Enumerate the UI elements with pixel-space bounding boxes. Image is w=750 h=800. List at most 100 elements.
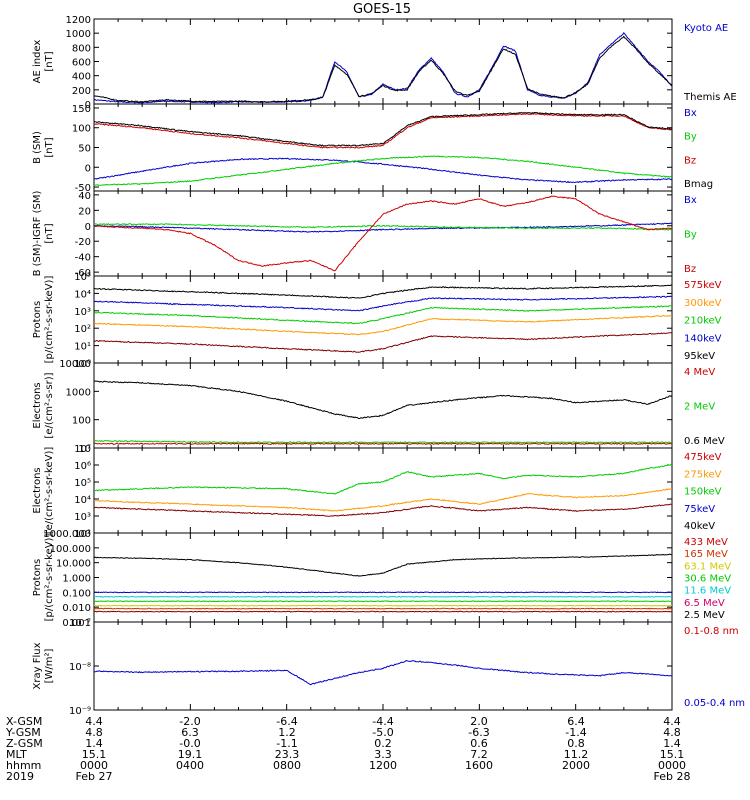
- y-tick-label: 10³: [74, 512, 91, 523]
- series-line-1: [93, 660, 673, 686]
- series-line-1: [93, 380, 673, 420]
- legend-entry: 63.1 MeV: [684, 561, 731, 572]
- series-line-1: [93, 157, 673, 184]
- series-line-2: [93, 222, 673, 231]
- series-line-4: [93, 295, 673, 312]
- panel-frame: [93, 103, 673, 192]
- panel-7: 0.001 0.010 0.100 1.000 10.000 100.000 1000.00…: [32, 529, 731, 629]
- y-tick-label: 10: [78, 444, 91, 455]
- series-line-5: [93, 604, 673, 607]
- y-tick-label: 1000.000: [43, 529, 91, 540]
- y-tick-label: 400: [72, 72, 91, 83]
- footer-value: 11.2: [563, 748, 589, 761]
- footer-value: 1.4: [663, 737, 681, 750]
- series-line-3: [93, 595, 673, 598]
- footer-label: X-GSM: [6, 715, 43, 728]
- panel-frame: [93, 447, 673, 534]
- series-line-3: [93, 113, 673, 149]
- y-tick-label: 10⁴: [74, 289, 91, 300]
- legend-entry: 0.05-0.4 nm: [684, 698, 745, 709]
- footer-value: 23.3: [274, 748, 300, 761]
- footer-value: -2.0: [179, 715, 201, 728]
- legend-entry: Kyoto AE: [684, 23, 728, 34]
- legend-entry: 2 MeV: [684, 402, 715, 413]
- y-tick-label: 600: [72, 58, 91, 69]
- legend-entry: 0.6 MeV: [684, 436, 725, 447]
- legend-entry: By: [684, 132, 697, 143]
- footer-value: -6.4: [276, 715, 298, 728]
- footer-value: 4.4: [85, 715, 103, 728]
- y-tick-label: 100.000: [50, 544, 91, 555]
- series-line-2: [93, 155, 673, 187]
- footer-value: 2000: [562, 759, 590, 772]
- y-tick-label: 1000: [66, 29, 91, 40]
- footer-value: 0000: [80, 759, 108, 772]
- legend-entry: Bz: [684, 155, 696, 166]
- series-line-3: [93, 442, 673, 445]
- legend-entry: 30.6 MeV: [684, 574, 731, 585]
- panel-frame: [93, 621, 673, 711]
- y-tick-label: -20: [75, 237, 91, 248]
- series-line-1: [93, 222, 673, 233]
- panel-5: 10 100 1000 10000 Electrons[e/(cm²-s-sr)] 4 M…: [32, 359, 725, 455]
- footer-value: 19.1: [177, 748, 203, 761]
- y-tick-label: 1000: [66, 387, 91, 398]
- series-line-2: [93, 439, 673, 444]
- footer-label: Z-GSM: [6, 737, 43, 750]
- y-tick-label: 10⁻⁹: [69, 706, 91, 717]
- legend-entry: 210keV: [684, 316, 722, 327]
- y-tick-label: 10⁴: [74, 495, 91, 506]
- y-tick-label: -60: [75, 268, 91, 279]
- y-tick-label: 0.010: [62, 603, 91, 614]
- footer-value: 0400: [176, 759, 204, 772]
- y-tick-label: 10²: [74, 529, 91, 540]
- legend-entry: Bx: [684, 195, 697, 206]
- legend-entry: Themis AE: [683, 92, 737, 103]
- y-tick-label: 0: [85, 100, 91, 111]
- series-line-6: [93, 607, 673, 610]
- legend-entry: Bmag: [684, 179, 713, 190]
- y-axis-title: Protons[p/(cm²-s-sr-keV)]: [32, 534, 55, 622]
- y-tick-label: 10²: [74, 324, 91, 335]
- legend-entry: 575keV: [684, 280, 722, 291]
- y-tick-label: 10.000: [56, 559, 91, 570]
- y-tick-label: 0: [85, 222, 91, 233]
- y-tick-label: 200: [72, 86, 91, 97]
- series-line-4: [93, 600, 673, 603]
- legend-entry: 11.6 MeV: [684, 586, 731, 597]
- series-line-2: [93, 488, 673, 512]
- footer-value: 7.2: [470, 748, 488, 761]
- y-tick-label: 10⁶: [74, 461, 91, 472]
- footer-label: MLT: [6, 748, 27, 761]
- panel-frame: [93, 18, 673, 105]
- y-tick-label: 10⁷: [74, 444, 91, 455]
- legend-entry: By: [684, 230, 697, 241]
- y-tick-label: 10⁵: [74, 272, 91, 283]
- footer-value: 0.6: [470, 737, 488, 750]
- y-tick-label: 10⁵: [74, 478, 91, 489]
- y-tick-label: 800: [72, 43, 91, 54]
- footer-value: 6.4: [567, 715, 585, 728]
- footer-label: hhmm: [6, 759, 42, 772]
- y-axis-title: B (SM)-IGRF (SM)[nT]: [32, 191, 55, 277]
- y-tick-label: 100: [72, 416, 91, 427]
- y-axis-title: Electrons[e/(cm²-s-sr-keV)]: [32, 447, 55, 535]
- series-line-1: [93, 332, 673, 353]
- footer-value: 0000: [658, 759, 686, 772]
- footer-value: 0.8: [567, 737, 585, 750]
- series-line-4: [93, 111, 672, 147]
- y-tick-label: 10³: [74, 307, 91, 318]
- footer-value: 4.4: [663, 715, 681, 728]
- y-tick-label: 0.001: [62, 618, 91, 629]
- panel-8: 10⁻⁹ 10⁻⁸ 10⁻⁷ Xray Flux[W/m²] 0.1-0.8 nm 0.0…: [32, 618, 745, 717]
- series-line-2: [93, 35, 673, 103]
- series-line-7: [93, 610, 673, 613]
- y-tick-label: 40: [78, 191, 91, 202]
- footer-value: -0.0: [179, 737, 201, 750]
- y-axis-title: Xray Flux[W/m²]: [32, 642, 55, 689]
- legend-entry: 165 MeV: [684, 549, 728, 560]
- footer-value: 0.2: [374, 737, 392, 750]
- legend-entry: 275keV: [684, 469, 722, 480]
- orbit-footer: X-GSM Y-GSM Z-GSM MLT hhmm 2019 4.4 4.8 1.…: [0, 716, 750, 800]
- footer-value: Feb 28: [653, 770, 691, 783]
